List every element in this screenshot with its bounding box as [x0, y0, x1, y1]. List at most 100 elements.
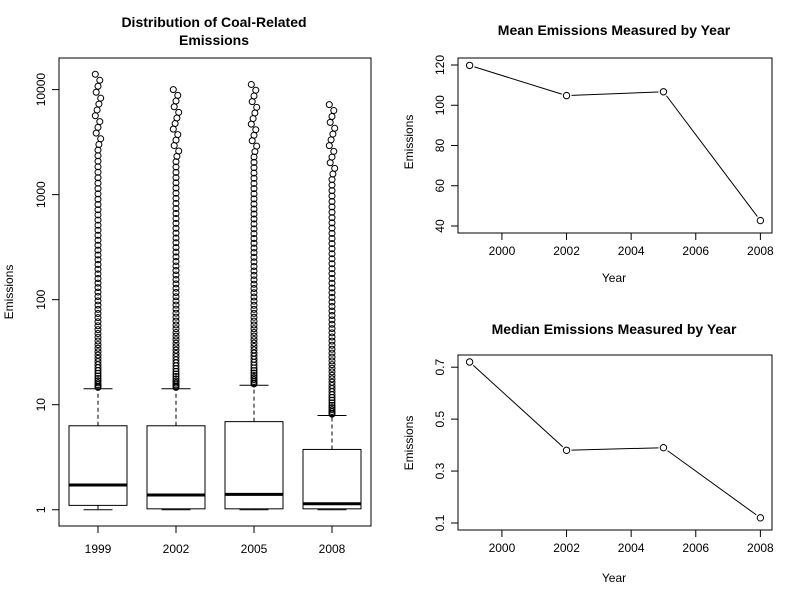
box-outlier-point	[94, 211, 102, 219]
box-outlier-point	[250, 297, 258, 305]
box-outlier-point	[172, 209, 180, 217]
box-outlier-point	[250, 200, 258, 208]
box-outlier-point	[172, 305, 180, 313]
box-outlier-point	[328, 378, 336, 386]
mean-line-segment	[474, 66, 562, 95]
box-outlier-point	[328, 289, 336, 297]
box-outlier-point	[94, 301, 102, 309]
box-outlier-point	[250, 339, 258, 347]
box-outlier-point	[94, 256, 102, 264]
boxplot-y-tick-label: 100	[34, 289, 48, 309]
mean-point-2008	[756, 216, 765, 225]
box-outlier-point	[328, 208, 336, 216]
mean-chart-title: Mean Emissions Measured by Year	[498, 22, 731, 38]
box-outlier-point	[172, 204, 180, 212]
box-outlier-point	[328, 401, 336, 409]
box-outlier-point	[250, 328, 258, 336]
box-outlier-point	[172, 214, 180, 222]
box-outlier-point	[250, 210, 258, 218]
boxplot-marks	[68, 70, 362, 511]
mean-marks	[465, 61, 765, 225]
box-outlier-point	[328, 112, 336, 120]
box-outlier-point	[172, 194, 180, 202]
median-x-tick-label: 2004	[618, 541, 645, 555]
box-outlier-point	[328, 399, 336, 407]
box-outlier-point	[172, 243, 180, 251]
box-outlier-point	[247, 80, 255, 88]
box-outlier-point	[172, 346, 180, 354]
box-outlier-point	[328, 270, 336, 278]
box-outlier-point	[328, 214, 336, 222]
box-outlier-point	[250, 317, 258, 325]
box-outlier-point	[328, 274, 336, 282]
box-outlier-point	[94, 330, 102, 338]
box-outlier-point	[172, 189, 180, 197]
box-outlier-point	[94, 82, 102, 90]
box-outlier-point	[95, 100, 103, 108]
box-outlier-point	[250, 179, 258, 187]
box-outlier-point	[328, 371, 336, 379]
box-outlier-point	[250, 289, 258, 297]
box-outlier-point	[96, 118, 104, 126]
box-outlier-point	[250, 369, 258, 377]
box-outlier-point	[250, 280, 258, 288]
mean-line-segment	[571, 91, 659, 96]
mean-y-tick-label: 60	[433, 179, 447, 193]
median-chart-frame	[457, 354, 773, 531]
box-outlier-point	[328, 250, 336, 258]
box-outlier-point	[97, 135, 105, 143]
box-outlier-point	[250, 220, 258, 228]
box-outlier-point	[250, 321, 258, 329]
box-outlier-point	[91, 112, 99, 120]
box-outlier-point	[250, 234, 258, 242]
box-outlier-point	[94, 377, 102, 385]
box-outlier-point	[175, 147, 183, 155]
box-outlier-point	[328, 240, 336, 248]
box-outlier-point	[328, 307, 336, 315]
box-outlier-point	[172, 267, 180, 275]
box-outlier-point	[94, 275, 102, 283]
box-outlier-point	[172, 353, 180, 361]
box-outlier-point	[328, 224, 336, 232]
box-outlier-point	[248, 98, 256, 106]
box-outlier-point	[94, 372, 102, 380]
mean-y-axis-label: Emissions	[402, 115, 416, 170]
box-outlier-point	[250, 262, 258, 270]
box-outlier-point	[94, 226, 102, 234]
median-point-2002	[562, 446, 571, 454]
box-outlier-point	[94, 265, 102, 273]
mean-point-1999	[465, 61, 474, 70]
box-outlier-point	[94, 288, 102, 296]
box-outlier-point	[331, 124, 339, 132]
box-outlier-point	[94, 305, 102, 313]
mean-y-tick-label: 120	[433, 55, 447, 75]
box-outlier-point	[94, 200, 102, 208]
box-outlier-point	[169, 86, 177, 94]
box-iqr-rect	[302, 448, 362, 510]
box-outlier-point	[250, 293, 258, 301]
box-outlier-point	[172, 224, 180, 232]
box-outlier-point	[172, 325, 180, 333]
box-2002	[146, 86, 206, 511]
box-outlier-point	[328, 381, 336, 389]
box-outlier-point	[172, 375, 180, 383]
box-outlier-point	[172, 275, 180, 283]
box-outlier-point	[330, 107, 338, 115]
median-marks	[465, 358, 765, 522]
box-outlier-point	[250, 305, 258, 313]
box-outlier-point	[94, 146, 102, 154]
mean-x-tick-label: 2008	[747, 244, 774, 258]
box-outlier-point	[96, 76, 104, 84]
box-outlier-point	[250, 285, 258, 293]
box-outlier-point	[172, 373, 180, 381]
box-outlier-point	[172, 271, 180, 279]
box-outlier-point	[328, 320, 336, 328]
box-outlier-point	[172, 179, 180, 187]
box-outlier-point	[250, 195, 258, 203]
box-outlier-point	[172, 336, 180, 344]
box-outlier-point	[250, 258, 258, 266]
mean-y-tick-label: 80	[433, 139, 447, 153]
median-point-2008	[756, 514, 765, 522]
box-outlier-point	[94, 379, 102, 387]
box-outlier-point	[328, 361, 336, 369]
